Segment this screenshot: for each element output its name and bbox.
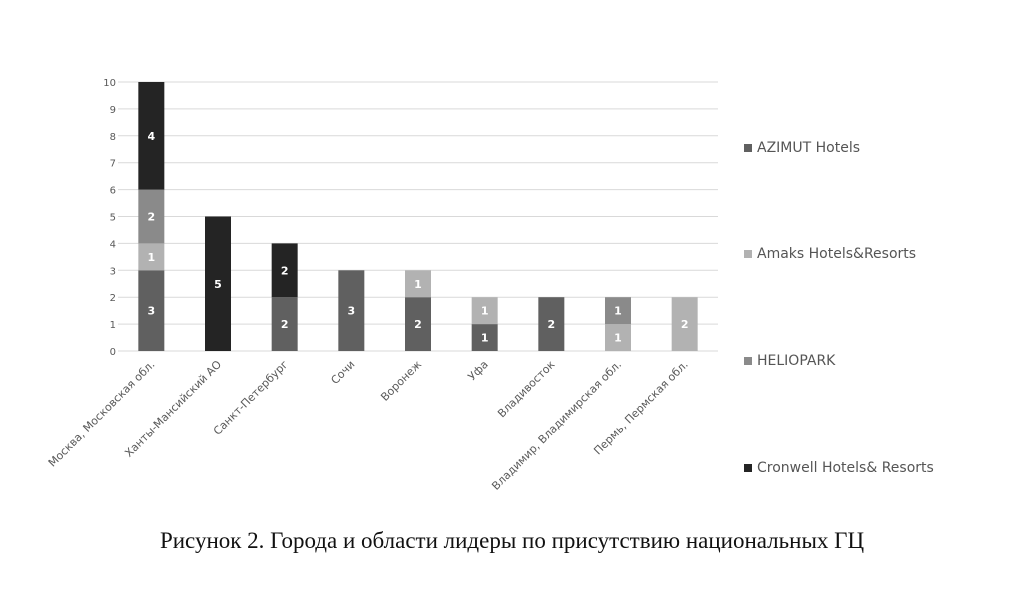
figure-caption: Рисунок 2. Города и области лидеры по пр… (159, 528, 865, 553)
y-tick-label: 3 (110, 266, 116, 277)
data-label: 1 (614, 332, 622, 345)
data-label: 1 (481, 332, 489, 345)
legend-label: Amaks Hotels&Resorts (757, 246, 917, 262)
data-label: 2 (281, 264, 289, 277)
y-tick-label: 6 (110, 186, 116, 197)
data-label: 3 (148, 305, 156, 318)
bar-segment (605, 324, 631, 351)
bar-segment (338, 270, 365, 351)
x-tick-label: Владимир, Владимирская обл. (489, 358, 624, 493)
y-tick-label: 4 (110, 239, 116, 250)
y-tick-label: 10 (103, 78, 116, 89)
data-label: 3 (348, 305, 356, 318)
y-tick-label: 7 (110, 159, 116, 170)
data-label: 2 (414, 318, 422, 331)
data-label: 5 (214, 278, 222, 291)
legend-item: HELIOPARK (744, 353, 835, 369)
legend-swatch (744, 357, 752, 365)
legend-swatch (744, 250, 752, 258)
data-label: 1 (481, 305, 489, 318)
bar-segment (405, 297, 431, 351)
x-tick-label: Воронеж (378, 358, 424, 404)
data-label: 1 (414, 278, 422, 291)
bar-segment (605, 297, 631, 325)
data-label: 2 (148, 211, 156, 224)
bar-segment (138, 270, 165, 351)
x-tick-label: Владивосток (495, 358, 558, 421)
legend-swatch (744, 464, 752, 472)
y-tick-label: 5 (110, 213, 116, 224)
bar-segment (271, 243, 298, 298)
x-tick-label: Уфа (465, 358, 490, 383)
data-label: 2 (681, 318, 689, 331)
y-tick-label: 8 (110, 132, 116, 143)
legend-item: Cronwell Hotels& Resorts (744, 460, 934, 476)
data-label: 2 (548, 318, 556, 331)
bar-segment (205, 216, 231, 351)
x-tick-label: Москва, Московская обл. (46, 358, 158, 470)
y-tick-label: 9 (110, 105, 116, 116)
y-tick-label: 2 (110, 293, 116, 304)
legend-swatch (744, 144, 752, 152)
bar-segment (271, 297, 298, 351)
bar-segment (471, 297, 498, 325)
data-label: 1 (148, 251, 156, 264)
legend-label: AZIMUT Hotels (757, 140, 861, 156)
legend-label: Cronwell Hotels& Resorts (757, 460, 934, 476)
data-label: 4 (148, 130, 156, 143)
bar-segment (538, 297, 565, 351)
data-label: 1 (614, 305, 622, 318)
x-tick-label: Сочи (328, 358, 357, 387)
bar-segment (671, 297, 698, 351)
legend-item: Amaks Hotels&Resorts (744, 246, 916, 262)
stacked-bar-chart: 0 1 2 3 4 5 6 7 8 9 10 3 1 2 4 Москва, Московская обл. 5… (46, 78, 718, 493)
bar-segment (138, 189, 165, 244)
legend-label: HELIOPARK (757, 353, 836, 369)
y-tick-label: 0 (110, 347, 116, 358)
bar-segment (138, 82, 165, 190)
bar-segment (405, 270, 431, 298)
y-tick-label: 1 (110, 320, 116, 331)
legend-item: AZIMUT Hotels (744, 140, 860, 156)
bar-segment (138, 243, 165, 271)
bar-segment (471, 324, 498, 351)
data-label: 2 (281, 318, 289, 331)
x-tick-label: Санкт-Петербург (211, 358, 291, 438)
